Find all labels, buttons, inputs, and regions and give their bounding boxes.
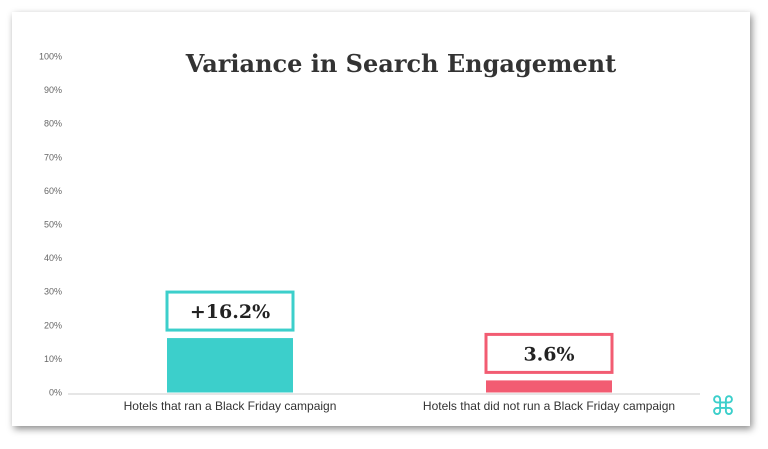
y-tick-label: 90% — [44, 85, 62, 95]
y-tick-label: 100% — [39, 52, 62, 62]
chart-card — [12, 12, 750, 426]
y-tick-label: 80% — [44, 119, 62, 129]
y-tick-label: 50% — [44, 220, 62, 230]
chart-title: Variance in Search Engagement — [185, 49, 616, 78]
y-tick-label: 20% — [44, 320, 62, 330]
data-label-box — [165, 290, 295, 332]
data-label: +16.2% — [190, 301, 270, 323]
x-category-label: Hotels that ran a Black Friday campaign — [124, 399, 337, 413]
y-axis: 0% 10% 20% 30% 40% 50% 60% 70% 80% 90% 100% — [39, 52, 62, 398]
y-tick-label: 40% — [44, 253, 62, 263]
bars: +16.2% Hotels that ran a Black Friday cam… — [124, 290, 675, 413]
data-label: 3.6% — [523, 343, 574, 365]
bar — [486, 380, 612, 393]
y-tick-label: 70% — [44, 152, 62, 162]
y-tick-label: 0% — [49, 388, 62, 398]
x-category-label: Hotels that did not run a Black Friday c… — [423, 399, 675, 413]
hotel-logo-icon: ⌘ — [710, 392, 736, 422]
data-label-box — [484, 332, 614, 374]
y-tick-label: 10% — [44, 354, 62, 364]
bar — [167, 338, 293, 393]
y-tick-label: 60% — [44, 186, 62, 196]
y-tick-label: 30% — [44, 287, 62, 297]
